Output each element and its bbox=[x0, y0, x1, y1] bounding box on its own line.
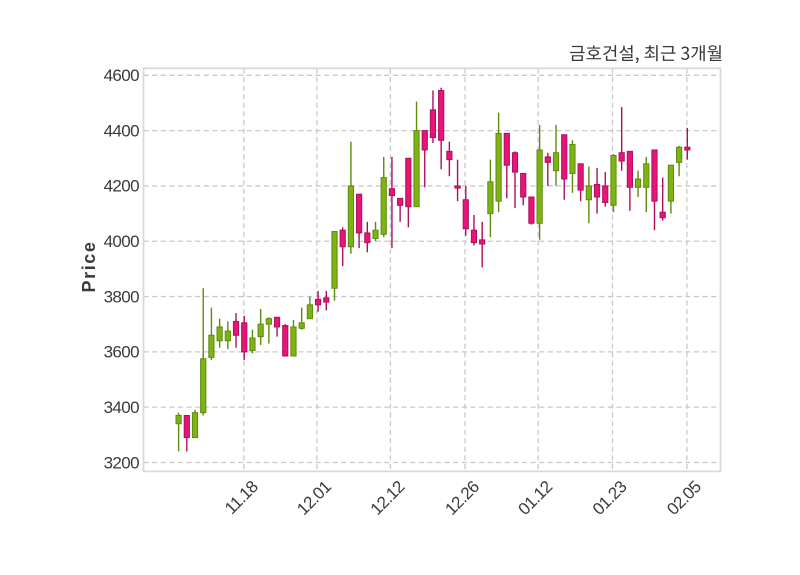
svg-text:3800: 3800 bbox=[104, 287, 140, 306]
svg-text:4400: 4400 bbox=[104, 121, 140, 140]
svg-text:4000: 4000 bbox=[104, 232, 140, 251]
svg-text:3400: 3400 bbox=[104, 398, 140, 417]
svg-text:4600: 4600 bbox=[104, 66, 140, 85]
svg-text:3200: 3200 bbox=[104, 453, 140, 472]
svg-text:3600: 3600 bbox=[104, 343, 140, 362]
svg-text:4200: 4200 bbox=[104, 177, 140, 196]
svg-text:Price: Price bbox=[79, 240, 99, 292]
